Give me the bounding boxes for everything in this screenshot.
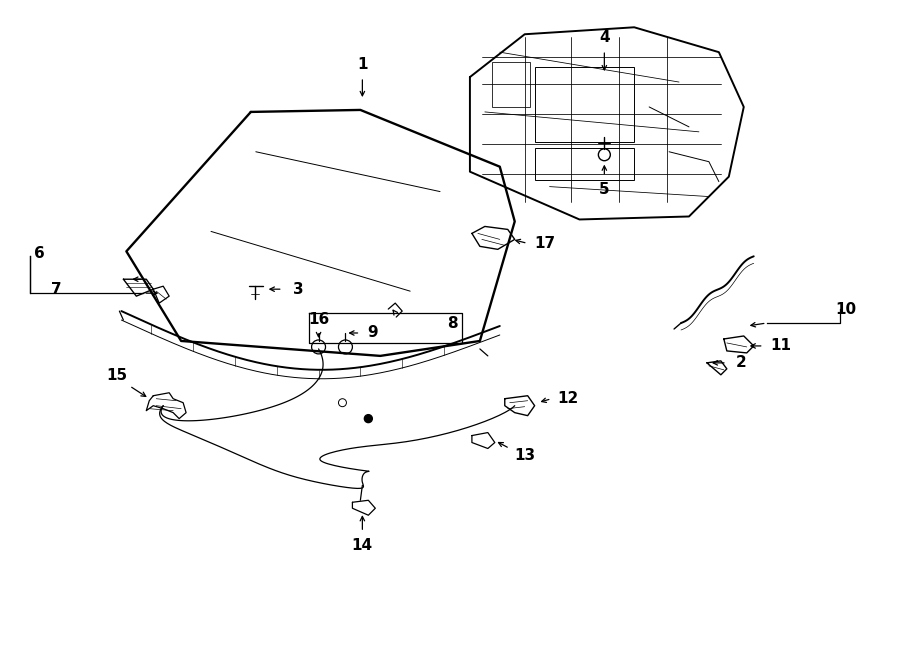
Text: 1: 1 [357, 57, 367, 71]
Text: 16: 16 [308, 311, 329, 327]
Text: 7: 7 [51, 282, 62, 297]
Text: 2: 2 [735, 356, 746, 370]
Text: 10: 10 [836, 301, 857, 317]
Bar [535, 148, 634, 180]
Text: 14: 14 [352, 537, 373, 553]
Text: 15: 15 [106, 368, 127, 383]
Text: 13: 13 [514, 448, 536, 463]
Text: 9: 9 [367, 325, 378, 340]
Text: 6: 6 [34, 246, 45, 261]
Text: 5: 5 [599, 182, 609, 197]
Bar [491, 62, 530, 107]
Bar [535, 67, 634, 142]
Text: 12: 12 [557, 391, 578, 407]
Text: 11: 11 [770, 338, 791, 354]
Text: 3: 3 [293, 282, 304, 297]
Circle shape [364, 414, 373, 422]
Text: 4: 4 [599, 30, 609, 45]
Text: 8: 8 [446, 315, 457, 330]
Text: 17: 17 [534, 236, 555, 251]
